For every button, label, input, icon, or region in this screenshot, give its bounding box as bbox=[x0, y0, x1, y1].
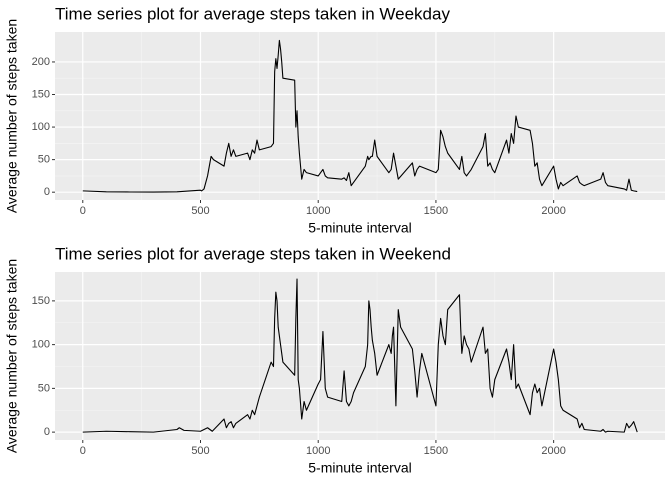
y-tick-label: 150 bbox=[32, 295, 50, 307]
plot-background bbox=[55, 272, 665, 440]
x-tick-label: 500 bbox=[191, 205, 209, 217]
chart-title: Time series plot for average steps taken… bbox=[55, 244, 451, 263]
plot-background bbox=[55, 32, 665, 200]
x-tick-label: 2000 bbox=[541, 445, 565, 457]
chart-title: Time series plot for average steps taken… bbox=[55, 4, 450, 23]
x-tick-label: 1000 bbox=[306, 445, 330, 457]
y-tick-label: 200 bbox=[32, 56, 50, 68]
y-tick-label: 100 bbox=[32, 121, 50, 133]
y-tick-label: 0 bbox=[44, 186, 50, 198]
y-tick-label: 50 bbox=[38, 154, 50, 166]
y-axis-title: Average number of steps taken bbox=[4, 259, 20, 453]
y-axis-title: Average number of steps taken bbox=[4, 19, 20, 213]
x-tick-label: 0 bbox=[80, 205, 86, 217]
x-tick-label: 2000 bbox=[541, 205, 565, 217]
x-tick-label: 1000 bbox=[306, 205, 330, 217]
x-tick-label: 0 bbox=[80, 445, 86, 457]
x-tick-label: 500 bbox=[191, 445, 209, 457]
series-line bbox=[82, 39, 638, 193]
y-tick-label: 100 bbox=[32, 339, 50, 351]
x-tick-label: 1500 bbox=[424, 205, 448, 217]
x-axis-title: 5-minute interval bbox=[308, 460, 412, 476]
x-tick-label: 1500 bbox=[424, 445, 448, 457]
series-line bbox=[82, 278, 638, 433]
y-tick-label: 150 bbox=[32, 88, 50, 100]
y-tick-label: 50 bbox=[38, 382, 50, 394]
x-axis-title: 5-minute interval bbox=[308, 220, 412, 236]
y-tick-label: 0 bbox=[44, 426, 50, 438]
